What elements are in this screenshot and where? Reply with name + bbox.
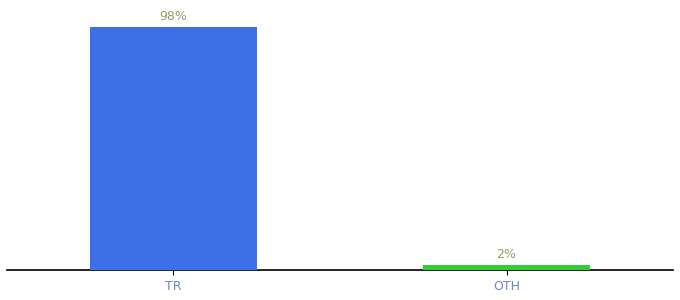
Text: 98%: 98% xyxy=(160,10,188,23)
Text: 2%: 2% xyxy=(496,248,517,261)
Bar xyxy=(90,27,257,270)
Bar xyxy=(423,266,590,270)
